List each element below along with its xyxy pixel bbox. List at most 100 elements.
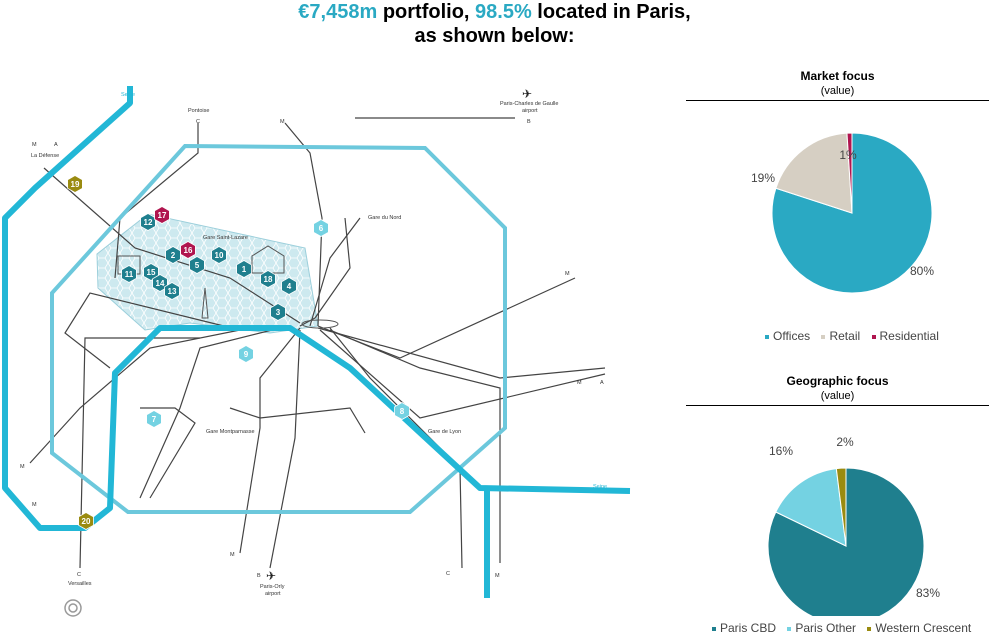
- ring-road: [50, 143, 507, 514]
- data-label-residential: 1%: [839, 148, 857, 162]
- property-marker-number: 11: [125, 270, 134, 279]
- pie-slice-residential: [846, 132, 853, 214]
- property-marker-3[interactable]: 3: [270, 303, 286, 321]
- label-gare-st-lazare: Gare Saint-Lazare: [203, 235, 248, 241]
- label-line-m-west: M: [20, 464, 25, 470]
- market-focus-chart: Market focus (value) 80% 19% 1%: [686, 69, 989, 321]
- property-marker-number: 13: [168, 287, 177, 296]
- label-line-m-south: M: [230, 552, 235, 558]
- geographic-focus-title: Geographic focus: [786, 374, 889, 388]
- property-marker-number: 19: [71, 180, 80, 189]
- geographic-focus-subtitle: (value): [820, 390, 855, 402]
- property-marker-number: 16: [184, 246, 193, 255]
- property-marker-11[interactable]: 11: [121, 265, 137, 283]
- legend-item-western-crescent: Western Crescent: [867, 621, 971, 635]
- property-marker-13[interactable]: 13: [164, 282, 180, 300]
- property-marker-number: 2: [171, 251, 176, 260]
- property-marker-20[interactable]: 20: [78, 512, 94, 530]
- property-marker-14[interactable]: 14: [152, 274, 168, 292]
- label-line-m-a-east: M: [577, 380, 582, 386]
- property-marker-number: 6: [319, 224, 324, 233]
- legend-item-residential: Residential: [871, 329, 939, 343]
- label-cdg: Paris-Charles de Gaulle: [500, 101, 558, 107]
- data-label-paris-cbd: 83%: [916, 586, 940, 600]
- data-label-offices: 80%: [910, 264, 934, 278]
- property-marker-12[interactable]: 12: [140, 213, 156, 231]
- label-line-a-defense: A: [54, 142, 58, 148]
- label-gare-du-nord: Gare du Nord: [368, 215, 401, 221]
- label-line-m-southwest: M: [32, 502, 37, 508]
- label-gare-montparnasse: Gare Montparnasse: [206, 429, 255, 435]
- property-marker-2[interactable]: 2: [165, 246, 181, 264]
- property-marker-17[interactable]: 17: [154, 206, 170, 224]
- paris-portfolio-map: Pontoise Paris-Charles de Gaulle airport…: [2, 86, 631, 617]
- headline: €7,458m portfolio, 98.5% located in Pari…: [0, 0, 989, 48]
- label-la-defense: La Défense: [31, 153, 59, 159]
- property-marker-7[interactable]: 7: [146, 410, 162, 428]
- property-marker-number: 7: [152, 415, 157, 424]
- market-focus-subtitle: (value): [820, 85, 855, 97]
- property-marker-16[interactable]: 16: [180, 241, 196, 259]
- market-focus-legend: Offices Retail Residential: [765, 329, 947, 343]
- property-marker-number: 10: [215, 251, 224, 260]
- legend-item-paris-other: Paris Other: [787, 621, 856, 635]
- legend-item-paris-cbd: Paris CBD: [712, 621, 776, 635]
- label-line-m-north: M: [280, 119, 285, 125]
- property-marker-1[interactable]: 1: [236, 260, 252, 278]
- label-line-c-versailles: C: [77, 572, 81, 578]
- pie-slice-western-crescent: [835, 467, 847, 547]
- label-line-b-cdg: B: [527, 119, 531, 125]
- property-marker-number: 1: [242, 265, 247, 274]
- label-line-b-orly: B: [257, 573, 261, 579]
- property-marker-number: 5: [195, 261, 200, 270]
- legend-item-retail: Retail: [821, 329, 860, 343]
- airplane-icon: ✈: [522, 87, 532, 101]
- label-orly: Paris-Orly: [260, 584, 285, 590]
- property-marker-8[interactable]: 8: [394, 402, 410, 420]
- property-marker-number: 15: [147, 268, 156, 277]
- label-line-c-southeast: C: [446, 571, 450, 577]
- data-label-western-crescent: 2%: [836, 435, 854, 449]
- property-marker-number: 4: [287, 282, 292, 291]
- property-marker-9[interactable]: 9: [238, 345, 254, 363]
- property-marker-18[interactable]: 18: [260, 270, 276, 288]
- rotate-icon: [64, 599, 82, 617]
- property-marker-19[interactable]: 19: [67, 175, 83, 193]
- label-cdg-airport: airport: [522, 108, 538, 114]
- pie-slice-paris-other: [775, 468, 847, 547]
- label-line-a-east: A: [600, 380, 604, 386]
- headline-percentage: 98.5%: [475, 1, 532, 23]
- geographic-focus-pie: 83% 16% 2%: [767, 435, 940, 616]
- data-label-paris-other: 16%: [769, 444, 793, 458]
- property-marker-number: 3: [276, 308, 281, 317]
- property-marker-5[interactable]: 5: [189, 256, 205, 274]
- property-marker-number: 9: [244, 350, 249, 359]
- label-versailles: Versailles: [68, 581, 92, 587]
- property-marker-10[interactable]: 10: [211, 246, 227, 264]
- property-marker-4[interactable]: 4: [281, 277, 297, 295]
- label-line-c-pontoise: C: [196, 119, 200, 125]
- label-seine-top: Seine: [121, 92, 135, 98]
- label-seine-right: Seine: [593, 484, 607, 490]
- property-marker-number: 20: [82, 517, 91, 526]
- label-pontoise: Pontoise: [188, 108, 209, 114]
- property-marker-15[interactable]: 15: [143, 263, 159, 281]
- market-focus-title: Market focus: [800, 69, 875, 83]
- geographic-focus-legend: Paris CBD Paris Other Western Crescent: [712, 621, 979, 635]
- geographic-focus-chart: Geographic focus (value) 83% 16% 2%: [686, 374, 989, 616]
- property-marker-6[interactable]: 6: [313, 219, 329, 237]
- headline-amount: €7,458m: [298, 1, 378, 23]
- data-label-retail: 19%: [751, 171, 775, 185]
- label-line-m-defense: M: [32, 142, 37, 148]
- rail-lines: [29, 117, 606, 569]
- cbd-zone: [96, 213, 319, 334]
- property-marker-number: 14: [156, 279, 165, 288]
- seine-river: [2, 86, 631, 531]
- label-line-m-southeast: M: [495, 573, 500, 579]
- headline-text-2: located in Paris,: [531, 1, 691, 23]
- headline-text-1: portfolio,: [377, 1, 476, 23]
- pie-slice-paris-cbd: [767, 467, 925, 616]
- market-focus-pie: 80% 19% 1%: [751, 132, 934, 294]
- pie-slice-retail: [775, 132, 853, 214]
